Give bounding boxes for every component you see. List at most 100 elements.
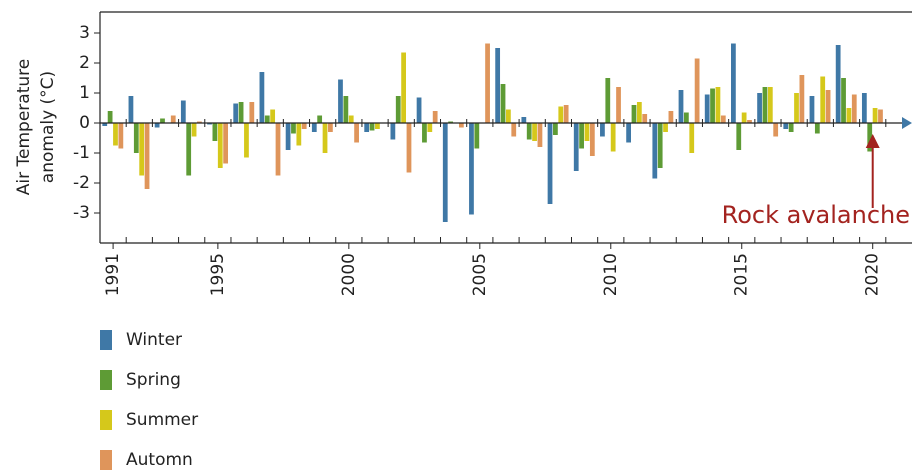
bar — [432, 111, 438, 123]
bar — [180, 100, 186, 123]
bar — [526, 123, 532, 140]
bar — [579, 123, 584, 149]
bar — [694, 58, 700, 123]
legend-label: Spring — [126, 370, 181, 390]
bar — [506, 109, 511, 123]
bar — [610, 123, 616, 152]
bar — [270, 109, 276, 123]
bar — [584, 123, 590, 141]
legend-swatch — [100, 450, 112, 470]
bar — [139, 123, 145, 176]
bar — [317, 115, 323, 123]
bar — [354, 123, 359, 143]
bar — [668, 111, 674, 123]
y-tick-label: 0 — [79, 113, 90, 133]
bar — [427, 123, 433, 132]
bar — [102, 123, 108, 126]
bar — [369, 123, 375, 131]
legend-label: Winter — [126, 330, 182, 350]
bar — [553, 123, 558, 135]
y-tick-label: -1 — [73, 143, 90, 163]
bar — [851, 94, 857, 123]
bar — [835, 45, 841, 123]
bar — [663, 123, 668, 132]
bar — [678, 90, 684, 123]
bar — [878, 109, 883, 123]
bar — [799, 75, 805, 123]
bar — [296, 123, 302, 146]
bar — [547, 123, 553, 204]
x-tick-label: 2010 — [601, 253, 621, 296]
bar — [343, 96, 349, 123]
annotation-text: Rock avalanche — [722, 201, 910, 229]
bar — [328, 123, 333, 132]
zero-arrow — [902, 117, 912, 129]
bar — [197, 121, 202, 123]
bar — [814, 123, 820, 134]
bar — [469, 123, 474, 215]
bar — [401, 52, 406, 123]
bar — [285, 123, 291, 150]
bar — [249, 102, 255, 123]
bar — [736, 123, 742, 150]
bar — [600, 123, 605, 137]
bar — [264, 115, 270, 123]
bar — [422, 123, 427, 143]
y-axis-title: Air Temperature anomaly (°C) — [14, 59, 58, 195]
y-tick-label: 3 — [79, 23, 90, 43]
bar — [794, 93, 799, 123]
bar — [747, 120, 752, 123]
bar — [186, 123, 192, 176]
bar — [348, 115, 354, 123]
bar — [558, 106, 564, 123]
bar — [773, 123, 779, 137]
bar — [841, 78, 846, 123]
bar — [720, 115, 726, 123]
bar — [128, 96, 134, 123]
bar — [511, 123, 517, 137]
bar — [133, 123, 139, 153]
bar — [160, 118, 165, 123]
bar — [322, 123, 328, 153]
x-tick-label: 2000 — [339, 253, 359, 296]
bar — [767, 87, 773, 123]
x-tick-label: 1991 — [103, 253, 123, 296]
legend-label: Automn — [126, 450, 193, 470]
legend-swatch — [100, 410, 112, 430]
bar — [223, 123, 229, 164]
bar — [521, 117, 527, 123]
bar — [500, 84, 506, 123]
bar — [154, 123, 160, 128]
x-tick-label: 1995 — [208, 253, 228, 296]
bar — [207, 123, 212, 125]
bar — [118, 123, 124, 149]
bar — [636, 102, 642, 123]
bar — [741, 112, 747, 123]
bar — [217, 123, 223, 168]
bar — [144, 123, 150, 189]
bar — [338, 79, 343, 123]
bar — [846, 108, 852, 123]
legend-label: Summer — [126, 410, 198, 430]
bar — [757, 93, 762, 123]
bar — [762, 87, 768, 123]
y-tick-label: 1 — [79, 83, 90, 103]
legend-swatch — [100, 330, 112, 350]
bar — [689, 123, 695, 153]
bar — [395, 96, 401, 123]
bar — [589, 123, 595, 156]
bar — [710, 88, 715, 123]
bar — [704, 94, 710, 123]
bar — [809, 96, 815, 123]
bar — [416, 97, 422, 123]
bar — [301, 123, 307, 129]
bar — [448, 121, 454, 123]
bar — [532, 123, 537, 141]
bar — [375, 123, 380, 129]
bar — [715, 87, 721, 123]
bar — [107, 111, 113, 123]
bar — [113, 123, 118, 146]
bar — [406, 123, 412, 173]
x-tick-label: 2015 — [732, 253, 752, 296]
